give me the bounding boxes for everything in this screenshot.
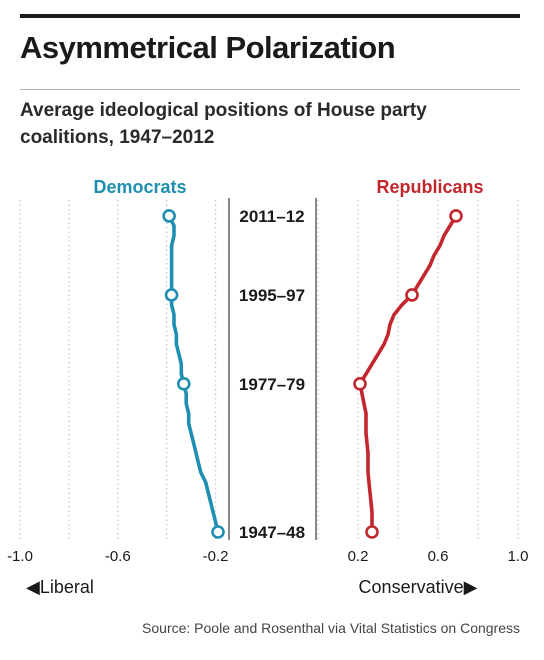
year-label: 2011–12 bbox=[239, 207, 304, 226]
tick-label: 1.0 bbox=[508, 548, 529, 565]
top-rule bbox=[20, 14, 520, 18]
data-point-republicans bbox=[353, 377, 367, 391]
tick-label: 0.6 bbox=[428, 548, 449, 565]
chart-subtitle: Average ideological positions of House p… bbox=[20, 100, 427, 148]
tick-label: -1.0 bbox=[7, 548, 33, 565]
data-point-democrats bbox=[176, 377, 191, 391]
tick-label: 0.2 bbox=[348, 548, 369, 565]
data-point-democrats bbox=[162, 209, 176, 223]
year-label: 1995–97 bbox=[239, 286, 305, 305]
direction-label-liberal: ◀Liberal bbox=[26, 577, 94, 597]
data-point-republicans bbox=[405, 288, 419, 302]
data-point-democrats bbox=[164, 288, 179, 302]
data-point-democrats bbox=[211, 525, 225, 539]
series-label-democrats: Democrats bbox=[93, 177, 186, 197]
year-label: 1947–48 bbox=[239, 523, 305, 542]
tick-label: -0.2 bbox=[203, 548, 229, 565]
data-point-republicans bbox=[365, 525, 379, 539]
direction-label-conservative: Conservative▶ bbox=[359, 577, 478, 597]
tick-label: -0.6 bbox=[105, 548, 131, 565]
series-line-democrats bbox=[167, 214, 220, 534]
source-note: Source: Poole and Rosenthal via Vital St… bbox=[142, 620, 520, 636]
data-point-republicans bbox=[449, 209, 463, 223]
series-line-republicans bbox=[358, 214, 458, 534]
series-label-republicans: Republicans bbox=[376, 177, 483, 197]
chart-title: Asymmetrical Polarization bbox=[20, 30, 396, 65]
title-rule bbox=[20, 89, 520, 90]
year-label: 1977–79 bbox=[239, 375, 305, 394]
